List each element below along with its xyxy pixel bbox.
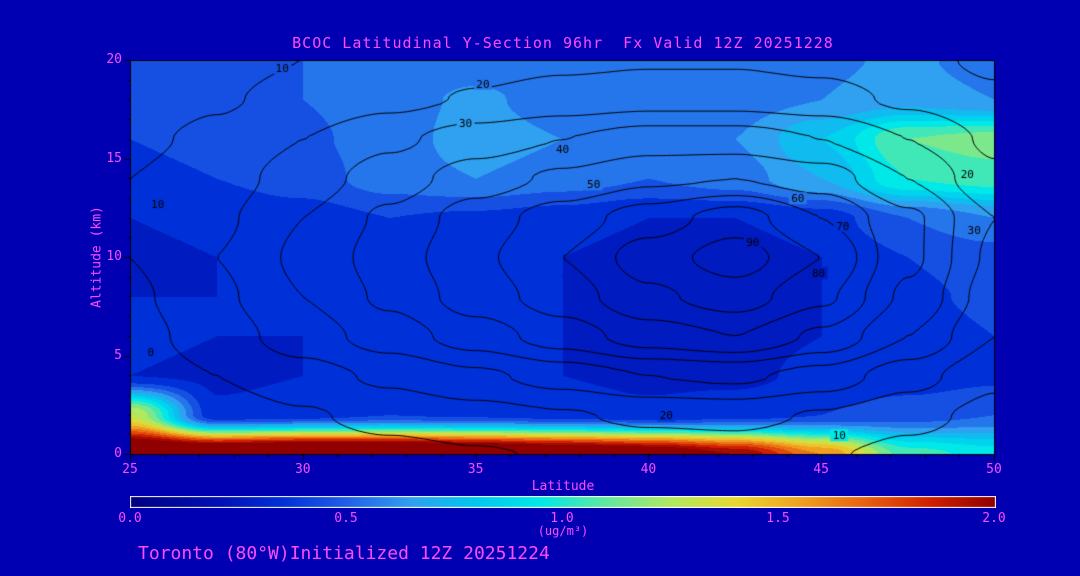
y-axis-tick-label: 0	[114, 446, 122, 461]
colorbar-canvas	[130, 496, 996, 508]
x-axis-title: Latitude	[531, 479, 595, 494]
y-axis-tick-label: 5	[114, 347, 122, 363]
y-axis-title: Altitude (km)	[89, 206, 105, 308]
contour-plot-canvas	[120, 60, 1005, 470]
chart-title: BCOC Latitudinal Y-Section 96hr Fx Valid…	[292, 34, 834, 52]
colorbar-units-label: (ug/m³)	[537, 524, 589, 538]
y-axis-tick-label: 15	[106, 150, 122, 166]
y-axis-tick-label: 20	[106, 52, 122, 67]
init-info-text: Toronto (80°W)Initialized 12Z 20251224	[138, 543, 550, 564]
